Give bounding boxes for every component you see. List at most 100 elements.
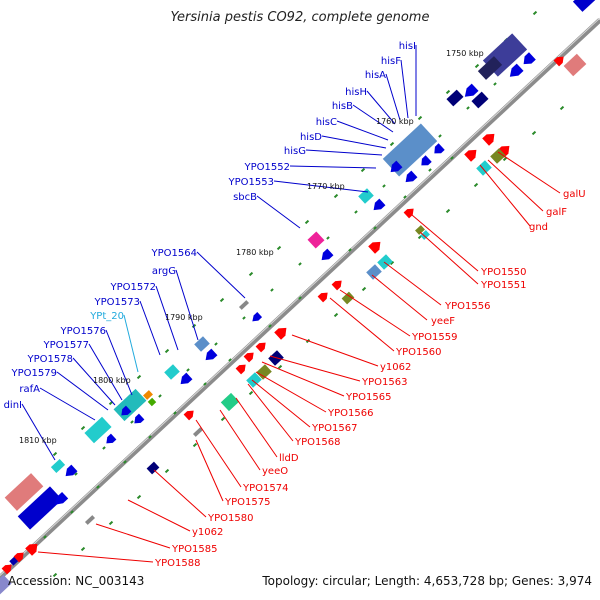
tick-mark[interactable]	[148, 435, 152, 439]
gene-label-plus[interactable]: argG	[152, 266, 176, 277]
gene-arrow[interactable]	[203, 348, 218, 364]
gene-label-minus[interactable]: YPO1580	[207, 513, 253, 524]
tick-mark[interactable]	[389, 141, 395, 147]
gene-arrow[interactable]	[497, 142, 513, 158]
gene-label-plus[interactable]: hisF	[381, 56, 401, 67]
tick-mark[interactable]	[136, 374, 142, 380]
tick-mark[interactable]	[96, 485, 100, 489]
gene-arrow[interactable]	[418, 155, 432, 168]
gene-label-plus[interactable]: hisG	[284, 146, 306, 157]
gene-arrow[interactable]	[25, 540, 41, 556]
tick-mark[interactable]	[559, 105, 565, 111]
gene-arrow[interactable]	[464, 146, 480, 162]
gene-label-minus[interactable]: yeeO	[262, 466, 288, 477]
gene-block[interactable]	[0, 574, 12, 600]
tick-mark[interactable]	[52, 572, 58, 578]
gene-label-plus[interactable]: hisC	[316, 117, 337, 128]
gene-label-minus[interactable]: galF	[546, 207, 567, 218]
gene-label-minus[interactable]: YPO1565	[345, 392, 391, 403]
gene-label-plus[interactable]: YPO1552	[244, 162, 290, 173]
gene-label-minus[interactable]: gnd	[529, 222, 548, 233]
tick-mark[interactable]	[326, 236, 330, 240]
gene-label-plus[interactable]: YPt_20	[89, 311, 124, 322]
tick-mark[interactable]	[354, 210, 358, 214]
tick-mark[interactable]	[52, 451, 58, 457]
tick-mark[interactable]	[268, 324, 272, 328]
gene-arrow[interactable]	[250, 312, 263, 324]
gene-block[interactable]	[194, 336, 210, 352]
tick-mark[interactable]	[43, 535, 47, 539]
tick-mark[interactable]	[532, 10, 538, 16]
gene-label-plus[interactable]: rafA	[19, 384, 40, 395]
tick-mark[interactable]	[80, 425, 86, 431]
gene-label-minus[interactable]: YPO1575	[224, 497, 270, 508]
tick-mark[interactable]	[493, 82, 497, 86]
tick-mark[interactable]	[445, 89, 451, 95]
tick-mark[interactable]	[474, 63, 480, 69]
gene-arrow[interactable]	[104, 433, 117, 447]
gene-arrow[interactable]	[235, 362, 249, 375]
tick-mark[interactable]	[450, 156, 454, 160]
tick-mark[interactable]	[389, 260, 395, 266]
tick-mark[interactable]	[502, 156, 508, 162]
gene-block[interactable]	[147, 397, 157, 407]
tick-mark[interactable]	[158, 394, 162, 398]
tick-mark[interactable]	[531, 130, 537, 136]
gene-label-plus[interactable]: dinI	[4, 400, 22, 411]
gene-label-minus[interactable]: y1062	[380, 362, 411, 373]
gene-label-minus[interactable]: y1062	[192, 527, 223, 538]
tick-mark[interactable]	[242, 316, 246, 320]
tick-mark[interactable]	[445, 208, 451, 214]
gene-arrow[interactable]	[317, 290, 331, 303]
gene-block[interactable]	[471, 91, 489, 109]
gene-label-plus[interactable]: YPO1579	[11, 368, 57, 379]
gene-label-minus[interactable]: YPO1560	[395, 347, 441, 358]
tick-mark[interactable]	[108, 520, 114, 526]
gene-block[interactable]	[256, 364, 272, 380]
tick-mark[interactable]	[248, 390, 254, 396]
tick-mark[interactable]	[466, 106, 470, 110]
gene-label-plus[interactable]: hisB	[332, 101, 353, 112]
tick-mark[interactable]	[136, 494, 142, 500]
tick-mark[interactable]	[277, 364, 283, 370]
gene-block[interactable]	[246, 372, 262, 388]
gene-label-minus[interactable]: YPO1585	[171, 544, 217, 555]
gene-block[interactable]	[446, 89, 464, 107]
tick-mark[interactable]	[438, 134, 442, 138]
gene-label-plus[interactable]: YPO1553	[228, 177, 274, 188]
gene-label-plus[interactable]: YPO1573	[94, 297, 140, 308]
tick-mark[interactable]	[248, 271, 254, 277]
gene-label-minus[interactable]: YPO1550	[480, 267, 526, 278]
tick-mark[interactable]	[298, 262, 302, 266]
gene-block[interactable]	[4, 473, 44, 511]
gene-arrow[interactable]	[520, 52, 536, 67]
gene-block[interactable]	[382, 123, 438, 177]
tick-mark[interactable]	[360, 167, 366, 173]
tick-mark[interactable]	[80, 546, 86, 552]
gene-block[interactable]	[164, 364, 180, 380]
tick-mark[interactable]	[164, 348, 170, 354]
gene-block[interactable]	[192, 427, 204, 437]
gene-label-minus[interactable]: YPO1566	[327, 408, 373, 419]
gene-label-plus[interactable]: hisD	[300, 132, 322, 143]
gene-block[interactable]	[143, 390, 153, 400]
gene-arrow[interactable]	[52, 491, 69, 508]
gene-block[interactable]	[415, 225, 425, 235]
gene-label-minus[interactable]: galU	[563, 189, 586, 200]
tick-mark[interactable]	[164, 468, 170, 474]
gene-block[interactable]	[358, 188, 374, 204]
tick-mark[interactable]	[304, 219, 310, 225]
gene-label-minus[interactable]: YPO1563	[361, 377, 407, 388]
gene-label-plus[interactable]: hisH	[345, 87, 367, 98]
gene-arrow[interactable]	[482, 130, 498, 146]
tick-mark[interactable]	[70, 510, 74, 514]
tick-mark[interactable]	[403, 195, 407, 199]
gene-arrow[interactable]	[132, 413, 145, 427]
gene-label-minus[interactable]: YPO1551	[480, 280, 526, 291]
gene-arrow[interactable]	[368, 238, 384, 254]
tick-mark[interactable]	[361, 286, 367, 292]
tick-mark[interactable]	[270, 288, 274, 292]
gene-label-plus[interactable]: YPO1564	[151, 248, 197, 259]
gene-arrow[interactable]	[255, 340, 269, 353]
tick-mark[interactable]	[298, 296, 302, 300]
